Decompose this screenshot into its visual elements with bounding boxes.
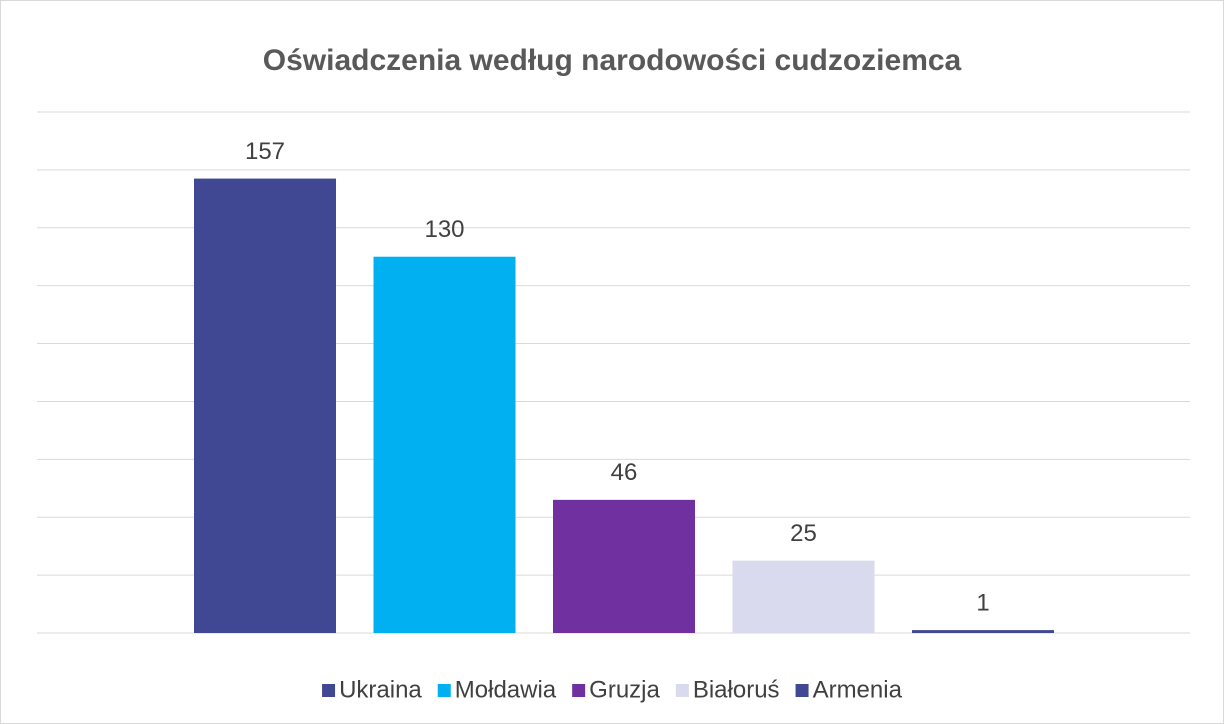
data-label: 1: [976, 589, 989, 616]
bar: [732, 560, 875, 633]
legend-label: Gruzja: [589, 676, 660, 703]
bar: [194, 178, 336, 634]
data-label: 46: [611, 459, 638, 486]
legend-swatch: [572, 684, 586, 697]
legend-swatch: [437, 684, 451, 697]
legend-label: Armenia: [813, 676, 903, 703]
legend-label: Białoruś: [693, 676, 780, 703]
data-label: 130: [424, 216, 464, 243]
chart-title: Oświadczenia według narodowości cudzozie…: [263, 44, 962, 77]
bar: [912, 630, 1054, 633]
legend-swatch: [322, 684, 336, 697]
bar: [373, 256, 516, 633]
data-label: 157: [245, 138, 285, 165]
legend-swatch: [675, 684, 689, 697]
bar: [553, 499, 695, 633]
data-label: 25: [790, 520, 817, 547]
legend-label: Ukraina: [339, 676, 422, 703]
legend-label: Mołdawia: [455, 676, 557, 703]
legend-swatch: [795, 684, 809, 697]
